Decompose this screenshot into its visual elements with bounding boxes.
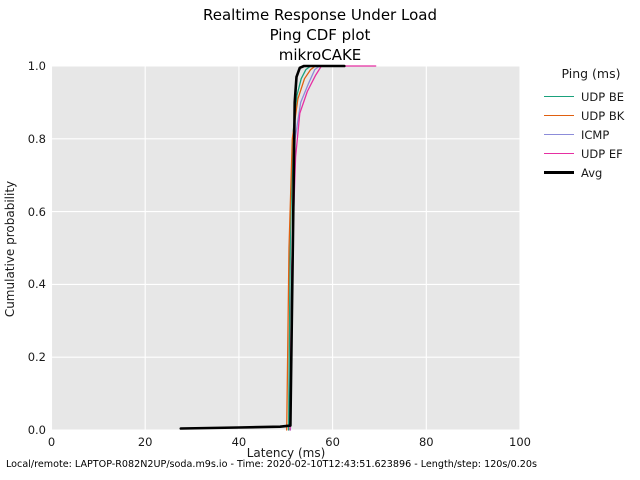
legend-label: Avg: [581, 165, 603, 180]
legend-entry-avg: Avg: [544, 163, 638, 182]
legend-entry-udp-be: UDP BE: [544, 87, 638, 106]
y-tick-label-0.4: 0.4: [27, 277, 46, 292]
legend-entry-icmp: ICMP: [544, 125, 638, 144]
y-tick-label-0.0: 0.0: [27, 423, 46, 437]
x-tick-label-60: 60: [325, 435, 340, 449]
plot-background: [51, 66, 520, 430]
legend-line-swatch: [544, 171, 574, 174]
legend-label: UDP BK: [581, 108, 625, 123]
legend-entry-udp-bk: UDP BK: [544, 106, 638, 125]
series-line-avg: [179, 64, 346, 430]
legend-label: UDP EF: [581, 146, 623, 161]
legend-entry-udp-ef: UDP EF: [544, 144, 638, 163]
legend-line-swatch: [544, 133, 574, 136]
chart-title: Realtime Response Under Load Ping CDF pl…: [0, 5, 640, 65]
legend: Ping (ms) UDP BE UDP BK ICMP UDP EF Avg: [544, 66, 638, 182]
chart-title-line-3: mikroCAKE: [278, 46, 362, 64]
x-tick-label-100: 100: [509, 435, 531, 449]
y-tick-label-0.2: 0.2: [27, 350, 46, 365]
y-tick-label-0.8: 0.8: [27, 131, 46, 146]
legend-title: Ping (ms): [561, 66, 621, 81]
legend-line-swatch: [544, 114, 574, 117]
x-tick-label-20: 20: [137, 435, 153, 449]
legend-line-swatch: [544, 152, 574, 155]
footer-metadata: Local/remote: LAPTOP-R082N2UP/soda.m9s.i…: [6, 459, 537, 470]
legend-label: ICMP: [581, 127, 610, 142]
legend-line-swatch: [544, 95, 574, 98]
x-axis-label: Latency (ms): [246, 446, 326, 460]
cdf-series-lines: [179, 64, 377, 431]
legend-label: UDP BE: [581, 89, 625, 104]
gridlines: [50, 65, 521, 431]
chart-title-line-1: Realtime Response Under Load: [203, 6, 437, 24]
chart-title-line-2: Ping CDF plot: [269, 26, 371, 44]
y-tick-label-1.0: 1.0: [27, 59, 46, 73]
x-tick-label-40: 40: [231, 435, 247, 449]
legend-entries: UDP BE UDP BK ICMP UDP EF Avg: [544, 87, 638, 182]
x-tick-label-80: 80: [418, 435, 434, 449]
y-axis-label: Cumulative probability: [3, 180, 17, 318]
y-tick-label-0.6: 0.6: [27, 204, 46, 219]
x-tick-label-0: 0: [47, 435, 56, 449]
